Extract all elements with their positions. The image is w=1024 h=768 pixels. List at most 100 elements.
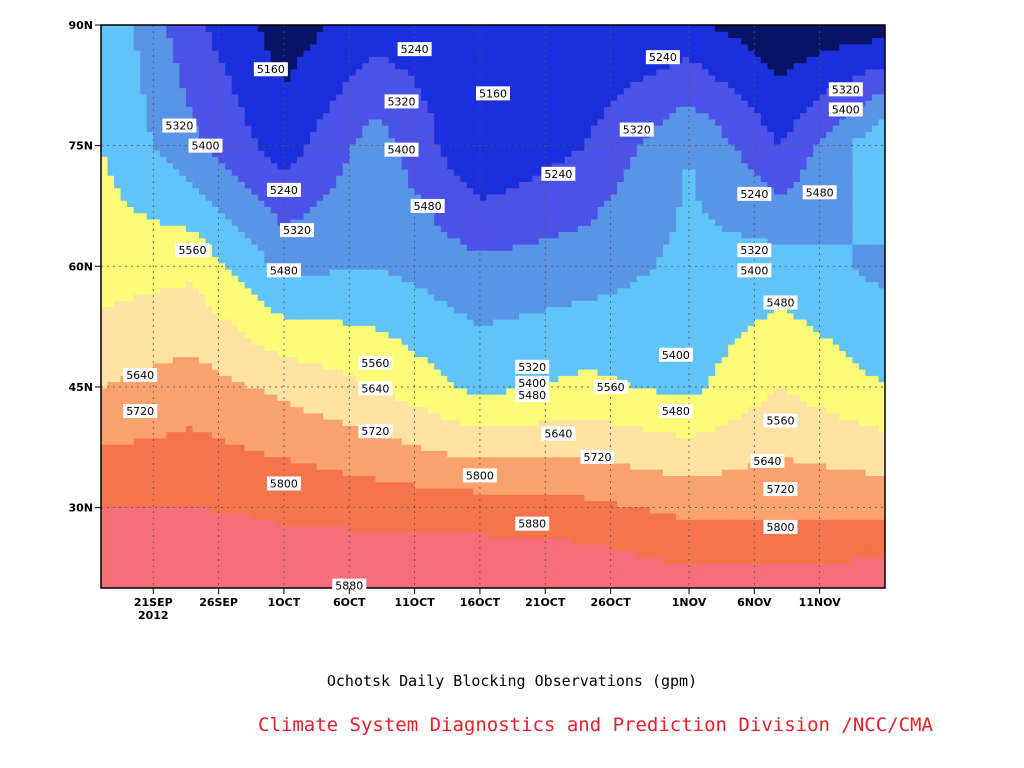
contour-cell bbox=[381, 350, 390, 358]
contour-cell bbox=[146, 281, 154, 289]
contour-cell bbox=[270, 237, 278, 245]
contour-cell bbox=[303, 162, 311, 170]
contour-cell bbox=[440, 450, 448, 458]
contour-cell bbox=[172, 168, 180, 176]
contour-cell bbox=[120, 387, 128, 395]
contour-cell bbox=[401, 581, 409, 588]
contour-cell bbox=[153, 137, 161, 145]
contour-cell bbox=[395, 137, 403, 145]
contour-cell bbox=[140, 450, 148, 458]
contour-cell bbox=[434, 537, 442, 545]
contour-cell bbox=[257, 187, 265, 195]
contour-cell bbox=[427, 487, 435, 495]
contour-cell bbox=[427, 175, 435, 182]
contour-cell bbox=[244, 569, 252, 577]
contour-cell bbox=[368, 394, 376, 401]
contour-cell bbox=[114, 394, 122, 401]
contour-cell bbox=[107, 350, 115, 358]
contour-cell bbox=[316, 425, 324, 433]
contour-cell bbox=[166, 425, 174, 433]
contour-cell bbox=[283, 344, 292, 351]
contour-cell bbox=[355, 300, 363, 308]
contour-cell bbox=[133, 56, 141, 64]
contour-cell bbox=[114, 237, 122, 245]
contour-cell bbox=[388, 268, 396, 276]
contour-cell bbox=[316, 481, 324, 489]
contour-cell bbox=[251, 168, 259, 176]
contour-cell bbox=[388, 237, 396, 245]
contour-cell bbox=[368, 525, 376, 533]
contour-cell bbox=[140, 268, 148, 276]
contour-cell bbox=[270, 300, 278, 308]
contour-cell bbox=[205, 562, 213, 570]
contour-cell bbox=[440, 106, 448, 114]
contour-cell bbox=[440, 125, 448, 132]
contour-cell bbox=[172, 550, 180, 558]
contour-cell bbox=[355, 475, 363, 483]
contour-cell bbox=[381, 419, 390, 426]
contour-cell bbox=[251, 125, 259, 132]
contour-cell bbox=[257, 462, 265, 470]
contour-cell bbox=[434, 150, 442, 157]
contour-cell bbox=[427, 375, 435, 383]
contour-cell bbox=[120, 456, 128, 464]
contour-cell bbox=[316, 369, 324, 376]
contour-cell bbox=[199, 462, 207, 470]
contour-cell bbox=[192, 112, 200, 120]
contour-cell bbox=[447, 362, 455, 370]
contour-cell bbox=[264, 243, 272, 251]
contour-cell bbox=[225, 137, 233, 145]
contour-cell bbox=[153, 550, 161, 558]
contour-cell bbox=[277, 450, 285, 458]
contour-cell bbox=[212, 400, 220, 408]
contour-cell bbox=[447, 50, 455, 57]
contour-cell bbox=[336, 569, 344, 577]
contour-cell bbox=[238, 350, 246, 358]
contour-cell bbox=[225, 412, 233, 420]
contour-cell bbox=[401, 300, 409, 308]
contour-cell bbox=[231, 431, 239, 439]
contour-cell bbox=[238, 200, 246, 208]
contour-cell bbox=[368, 150, 376, 157]
contour-cell bbox=[401, 475, 409, 483]
contour-cell bbox=[316, 350, 324, 358]
contour-cell bbox=[159, 362, 167, 370]
contour-cell bbox=[114, 337, 122, 345]
contour-cell bbox=[231, 275, 239, 283]
contour-cell bbox=[447, 475, 455, 483]
contour-cell bbox=[127, 512, 135, 520]
contour-cell bbox=[290, 356, 298, 364]
contour-cell bbox=[434, 525, 442, 533]
contour-cell bbox=[283, 243, 292, 251]
contour-cell bbox=[192, 381, 200, 389]
contour-cell bbox=[362, 475, 370, 483]
contour-cell bbox=[114, 193, 122, 201]
contour-cell bbox=[133, 400, 141, 408]
contour-cell bbox=[310, 206, 318, 214]
contour-cell bbox=[316, 500, 324, 508]
contour-cell bbox=[212, 306, 220, 314]
contour-cell bbox=[101, 206, 109, 214]
contour-cell bbox=[140, 312, 148, 320]
contour-cell bbox=[114, 106, 122, 114]
contour-cell bbox=[140, 250, 148, 258]
contour-cell bbox=[192, 537, 200, 545]
contour-cell bbox=[355, 525, 363, 533]
contour-cell bbox=[401, 456, 409, 464]
contour-cell bbox=[297, 306, 305, 314]
contour-cell bbox=[297, 531, 305, 539]
contour-cell bbox=[323, 437, 331, 445]
contour-cell bbox=[114, 387, 122, 395]
contour-cell bbox=[395, 500, 403, 508]
contour-cell bbox=[440, 569, 448, 577]
contour-cell bbox=[205, 325, 213, 333]
contour-cell bbox=[323, 375, 331, 383]
contour-cell bbox=[388, 500, 396, 508]
contour-cell bbox=[159, 381, 167, 389]
contour-cell bbox=[120, 231, 128, 239]
contour-cell bbox=[297, 525, 305, 533]
contour-cell bbox=[381, 369, 390, 376]
contour-cell bbox=[453, 106, 461, 114]
contour-cell bbox=[205, 256, 213, 264]
contour-cell bbox=[101, 331, 109, 339]
